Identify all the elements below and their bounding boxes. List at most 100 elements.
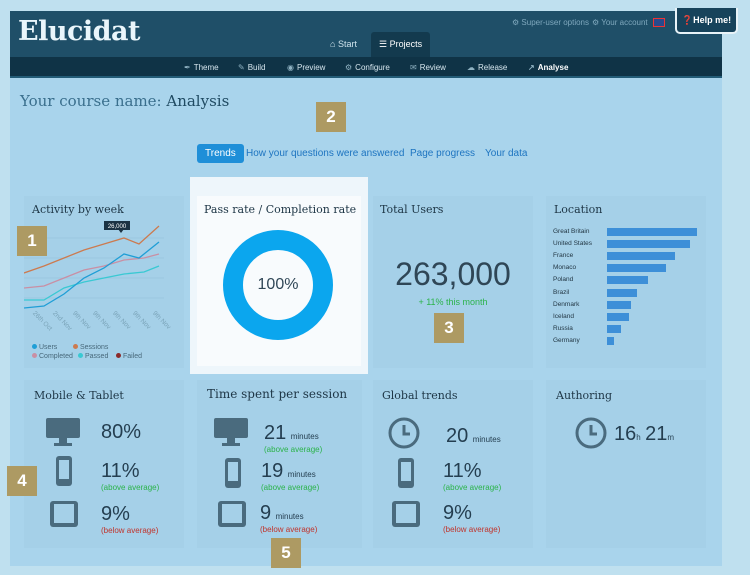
location-label: Great Britain <box>553 228 590 235</box>
nav-release[interactable]: ☁ Release <box>467 63 508 72</box>
legend-failed[interactable]: Failed <box>116 353 142 360</box>
global-time-stat: 20 minutes <box>446 425 501 447</box>
activity-chart: 26,000 <box>24 221 164 309</box>
subtab-page-progress[interactable]: Page progress <box>410 148 476 159</box>
location-label: France <box>553 252 574 260</box>
nav-configure[interactable]: ⚙ Configure <box>345 63 390 72</box>
authoring-title: Authoring <box>556 389 613 402</box>
phone-icon <box>56 456 72 486</box>
location-bar <box>607 288 637 297</box>
tab-start[interactable]: ⌂ Start <box>330 39 357 49</box>
logo[interactable]: Elucidat <box>18 16 141 47</box>
global-phone-stat: 11% (above average) <box>443 460 502 492</box>
location-label: Monaco <box>553 264 577 272</box>
brush-icon: ✒ <box>184 63 191 72</box>
top-bar <box>10 11 722 57</box>
authoring-time-stat: 16h 21m <box>614 423 675 445</box>
location-bar <box>607 300 632 309</box>
pass-rate-value: 100% <box>257 276 299 293</box>
badge-4: 4 <box>7 466 37 496</box>
list-icon: ☰ <box>379 39 390 49</box>
callout-label: 26,000 <box>108 224 127 230</box>
mobile-phone-stat: 11% (above average) <box>101 460 160 492</box>
global-trends-title: Global trends <box>382 389 458 402</box>
authoring-card <box>546 380 706 548</box>
badge-5: 5 <box>271 538 301 568</box>
subtab-questions[interactable]: How your questions were answered <box>246 148 405 159</box>
location-label: Germany <box>553 336 580 344</box>
question-icon: ❓ <box>681 15 694 25</box>
desktop-icon <box>214 418 248 446</box>
account-link[interactable]: ⚙ Your account <box>592 18 648 27</box>
location-bar <box>607 228 697 236</box>
location-bar <box>607 312 629 321</box>
subtab-your-data[interactable]: Your data <box>485 148 528 159</box>
home-icon: ⌂ <box>330 39 338 49</box>
time-desktop-stat: 21 minutes (above average) <box>264 422 323 454</box>
badge-2: 2 <box>316 102 346 132</box>
subtab-trends[interactable]: Trends <box>197 144 244 163</box>
super-user-link[interactable]: ⚙ Super-user options <box>512 18 589 27</box>
clock-icon <box>388 417 420 449</box>
location-bar <box>607 324 622 333</box>
eye-icon: ◉ <box>287 63 294 72</box>
nav-review[interactable]: ✉ Review <box>410 63 446 72</box>
uk-flag-icon[interactable] <box>653 18 665 27</box>
tablet-icon <box>218 501 246 527</box>
location-label: United States <box>553 240 593 248</box>
legend-passed[interactable]: Passed <box>78 353 108 360</box>
location-title: Location <box>554 203 603 216</box>
help-button[interactable]: ❓Help me! <box>675 8 738 34</box>
phone-icon <box>225 458 241 488</box>
clock-icon <box>575 417 607 449</box>
time-tablet-stat: 9 minutes (below average) <box>260 502 318 534</box>
global-tablet-stat: 9% (below average) <box>443 502 501 534</box>
total-users-change: + 11% this month <box>418 297 488 307</box>
tab-projects[interactable]: ☰ Projects <box>371 32 431 57</box>
legend-users[interactable]: Users <box>32 344 57 351</box>
total-users-title: Total Users <box>380 203 444 216</box>
users-line <box>24 241 160 309</box>
mobile-desktop-stat: 80% <box>101 421 142 443</box>
location-bar <box>607 276 648 285</box>
location-bar <box>607 264 666 273</box>
sub-nav-bar <box>10 57 722 78</box>
callout-box <box>104 221 130 230</box>
legend-completed[interactable]: Completed <box>32 353 73 360</box>
gears-icon: ⚙ <box>345 63 353 72</box>
location-label: Denmark <box>553 300 580 308</box>
time-phone-stat: 19 minutes (above average) <box>261 460 320 492</box>
location-label: Brazil <box>553 288 570 296</box>
time-spent-title: Time spent per session <box>207 387 348 401</box>
tablet-icon <box>50 501 78 527</box>
nav-theme[interactable]: ✒ Theme <box>184 63 219 72</box>
pencil-icon: ✎ <box>238 63 245 72</box>
page-title: Your course name: Analysis <box>20 92 230 110</box>
legend-sessions[interactable]: Sessions <box>73 344 108 351</box>
cloud-icon: ☁ <box>467 63 475 72</box>
chart-icon: ↗ <box>528 63 535 72</box>
mobile-tablet-title: Mobile & Tablet <box>34 389 124 402</box>
activity-title: Activity by week <box>32 203 124 216</box>
location-label: Iceland <box>553 312 574 320</box>
location-label: Russia <box>553 324 573 332</box>
location-bar <box>607 240 690 249</box>
pass-rate-title: Pass rate / Completion rate <box>204 203 357 216</box>
location-bar <box>607 336 615 345</box>
tablet-icon <box>392 501 420 527</box>
passed-line <box>24 265 160 301</box>
location-bar <box>607 252 676 261</box>
completed-line <box>24 253 160 289</box>
total-users-value: 263,000 <box>395 256 511 292</box>
comments-icon: ✉ <box>410 63 417 72</box>
nav-analyse[interactable]: ↗ Analyse <box>528 63 569 72</box>
mobile-tablet-stat: 9% (below average) <box>101 503 159 535</box>
nav-build[interactable]: ✎ Build <box>238 63 266 72</box>
pass-rate-donut <box>223 230 333 340</box>
location-label: Poland <box>553 276 574 284</box>
sessions-line <box>24 225 160 274</box>
badge-3: 3 <box>434 313 464 343</box>
desktop-icon <box>46 418 80 446</box>
nav-preview[interactable]: ◉ Preview <box>287 63 326 72</box>
badge-1: 1 <box>17 226 47 256</box>
